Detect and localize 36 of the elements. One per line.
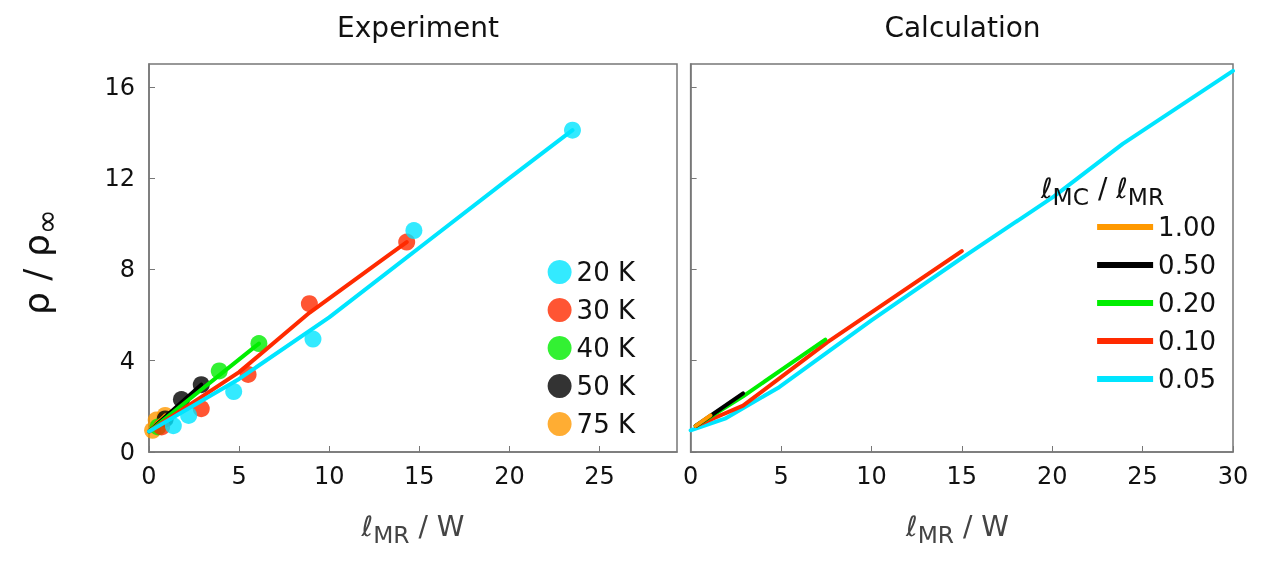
legend-label: 1.00 [1158, 212, 1216, 242]
legend-label: 50 K [576, 371, 636, 401]
x-tick-label: 30 [1217, 462, 1249, 490]
x-tick-label: 10 [313, 462, 345, 490]
chart-title: Experiment [337, 10, 499, 44]
x-tick-label: 20 [1036, 462, 1068, 490]
legend-label: 0.05 [1158, 364, 1216, 394]
point [405, 222, 423, 240]
legend-label: 40 K [576, 333, 636, 363]
y-tick-label: 12 [104, 164, 135, 193]
point [304, 330, 322, 348]
x-axis-title: ℓ$_{MR}$ / W [905, 510, 1010, 549]
x-tick-label: 0 [141, 462, 157, 490]
legend-label: 75 K [576, 409, 636, 439]
x-tick-label: 15 [404, 462, 435, 490]
y-tick-label: 4 [119, 346, 135, 375]
x-axis-title: ℓ$_{MR}$ / W [360, 510, 466, 549]
x-tick-label: 10 [856, 462, 887, 490]
y-tick-label: 8 [119, 255, 135, 284]
x-tick-label: 20 [494, 462, 525, 490]
chart-title: Calculation [884, 10, 1041, 44]
x-tick-label: 5 [773, 462, 789, 490]
x-tick-label: 0 [682, 462, 699, 490]
y-tick-label: 0 [119, 438, 135, 466]
point [225, 383, 243, 401]
legend-label: 0.20 [1158, 288, 1216, 318]
legend-title: ℓ$_{MC}$ / ℓ$_{MR}$ [1041, 172, 1166, 211]
x-tick-label: 5 [231, 462, 247, 490]
x-tick-label: 25 [584, 462, 615, 490]
legend-label: 30 K [576, 295, 636, 325]
legend-label: 0.10 [1158, 326, 1216, 356]
legend-label: 20 K [576, 257, 636, 287]
x-tick-label: 15 [946, 462, 978, 490]
y-tick-label: 16 [104, 72, 135, 101]
legend-label: 0.50 [1158, 250, 1216, 280]
x-tick-label: 25 [1127, 462, 1158, 490]
